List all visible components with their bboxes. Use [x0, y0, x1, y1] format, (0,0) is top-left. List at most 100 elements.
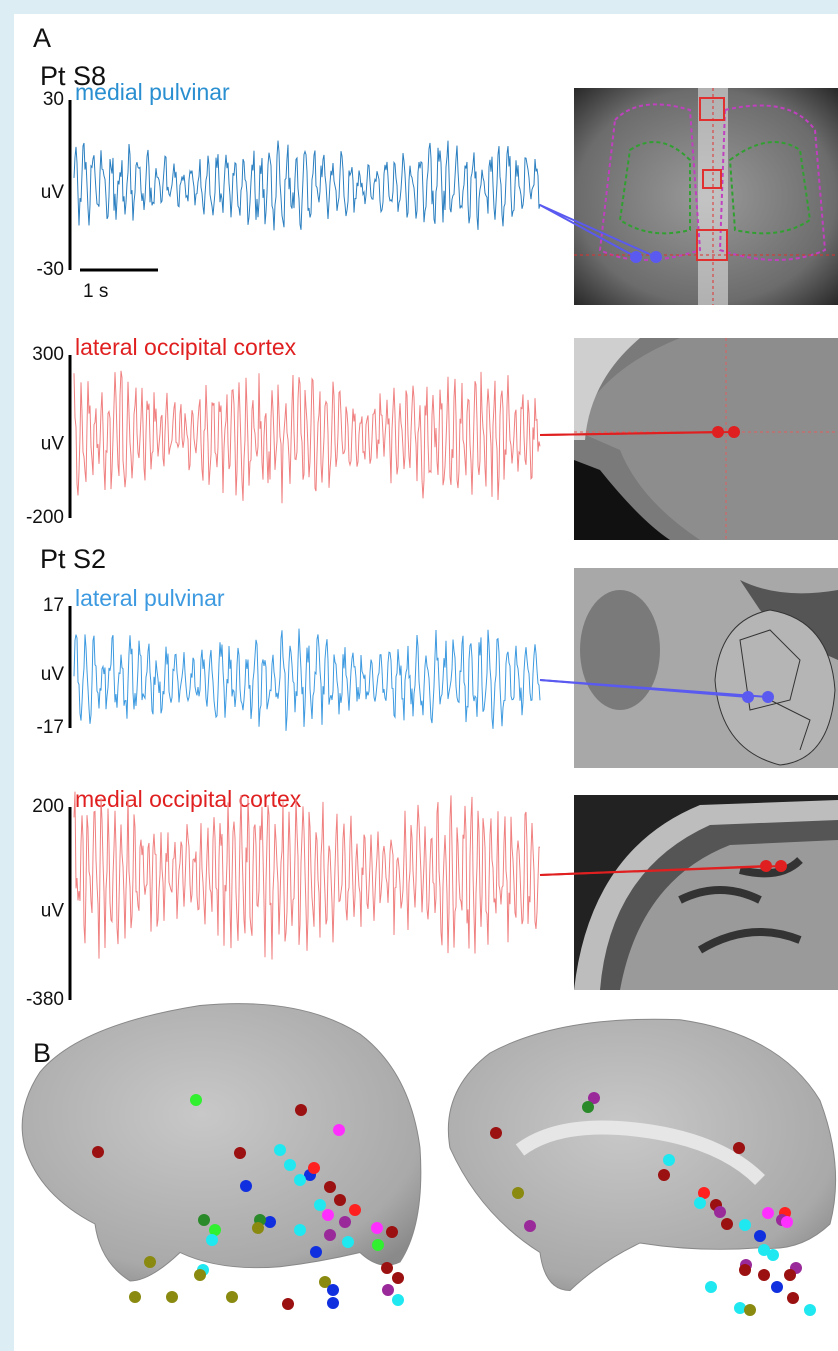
electrode-dot — [804, 1304, 816, 1316]
electrode-dot — [334, 1194, 346, 1206]
electrode-dot — [767, 1249, 779, 1261]
electrode-dot — [721, 1218, 733, 1230]
electrode-dot — [382, 1284, 394, 1296]
electrode-dot — [512, 1187, 524, 1199]
axis-value: 200 — [32, 796, 64, 817]
electrode-dot — [758, 1244, 770, 1256]
brain-lateral — [21, 1003, 422, 1282]
eeg-trace — [73, 370, 541, 504]
electrode-dot — [739, 1264, 751, 1276]
electrode-dot — [92, 1146, 104, 1158]
electrode — [650, 251, 662, 263]
electrode-dot — [771, 1281, 783, 1293]
electrode-dot — [252, 1222, 264, 1234]
electrode-dot — [739, 1219, 751, 1231]
electrode-dot — [226, 1291, 238, 1303]
electrode-dot — [663, 1154, 675, 1166]
electrode-dot — [274, 1144, 286, 1156]
electrode-dot — [327, 1297, 339, 1309]
electrode-dot — [386, 1226, 398, 1238]
electrode-dot — [166, 1291, 178, 1303]
electrode-dot — [324, 1181, 336, 1193]
electrode-dot — [282, 1298, 294, 1310]
brain-medial — [447, 1018, 837, 1291]
eeg-trace — [73, 791, 541, 960]
traces: 30 -30 uV medial pulvinar 300 -200 uV lateral o… — [26, 79, 787, 1010]
electrode-dot — [733, 1142, 745, 1154]
electrode-dot — [194, 1269, 206, 1281]
mri-image — [574, 795, 838, 990]
electrode-dot — [698, 1187, 710, 1199]
electrode-dot — [787, 1292, 799, 1304]
electrode-dot — [754, 1230, 766, 1242]
electrode-dot — [144, 1256, 156, 1268]
mri-image — [574, 338, 838, 540]
unit: uV — [41, 901, 65, 922]
unit: uV — [41, 182, 65, 203]
axis-value: -30 — [37, 259, 64, 280]
electrode-dot — [734, 1302, 746, 1314]
patient-label: Pt S2 — [40, 544, 106, 574]
electrode-dot — [206, 1234, 218, 1246]
unit: uV — [41, 664, 65, 685]
electrode-dot — [392, 1294, 404, 1306]
electrode-dot — [322, 1209, 334, 1221]
electrode — [630, 251, 642, 263]
electrode-dot — [333, 1124, 345, 1136]
region-label: lateral occipital cortex — [75, 334, 297, 360]
connector — [539, 679, 769, 698]
electrode-dots — [92, 1092, 816, 1316]
electrode — [728, 426, 740, 438]
electrode-dot — [372, 1239, 384, 1251]
electrode-dot — [371, 1222, 383, 1234]
unit: uV — [41, 434, 65, 455]
electrode-dot — [582, 1101, 594, 1113]
eeg-trace — [73, 628, 541, 731]
electrode-dot — [294, 1224, 306, 1236]
connector — [539, 204, 657, 258]
electrode-dot — [784, 1269, 796, 1281]
electrode-dot — [758, 1269, 770, 1281]
electrode-dot — [781, 1216, 793, 1228]
eeg-trace — [73, 140, 541, 231]
region-label: medial pulvinar — [75, 79, 230, 105]
electrode-dot — [339, 1216, 351, 1228]
electrode-dot — [310, 1246, 322, 1258]
electrode-dot — [381, 1262, 393, 1274]
patient-label: Pt S8 — [40, 61, 106, 91]
electrode-dot — [319, 1276, 331, 1288]
electrode-dot — [295, 1104, 307, 1116]
electrode — [742, 691, 754, 703]
connector — [539, 865, 782, 876]
panel-label: A — [33, 23, 51, 53]
electrode-dot — [324, 1229, 336, 1241]
electrode-dot — [342, 1236, 354, 1248]
connector — [539, 431, 735, 436]
scale-bar-label: 1 s — [83, 281, 108, 302]
axis-value: -380 — [26, 989, 64, 1010]
electrode-dot — [314, 1199, 326, 1211]
electrode-dot — [209, 1224, 221, 1236]
electrode-dot — [392, 1272, 404, 1284]
electrode-dot — [294, 1174, 306, 1186]
electrode-dot — [762, 1207, 774, 1219]
electrode-dot — [308, 1162, 320, 1174]
electrode-dot — [490, 1127, 502, 1139]
electrode-dot — [744, 1304, 756, 1316]
connector — [539, 204, 637, 258]
electrode-dot — [524, 1220, 536, 1232]
electrode — [775, 860, 787, 872]
electrode-dot — [694, 1197, 706, 1209]
region-label: lateral pulvinar — [75, 585, 225, 611]
electrode-dot — [705, 1281, 717, 1293]
electrode-dot — [588, 1092, 600, 1104]
electrode-dot — [234, 1147, 246, 1159]
electrode-dot — [198, 1214, 210, 1226]
electrode-dot — [264, 1216, 276, 1228]
electrode-dot — [714, 1206, 726, 1218]
axis-value: -17 — [37, 717, 64, 738]
electrode — [762, 691, 774, 703]
region-label: medial occipital cortex — [75, 786, 302, 812]
